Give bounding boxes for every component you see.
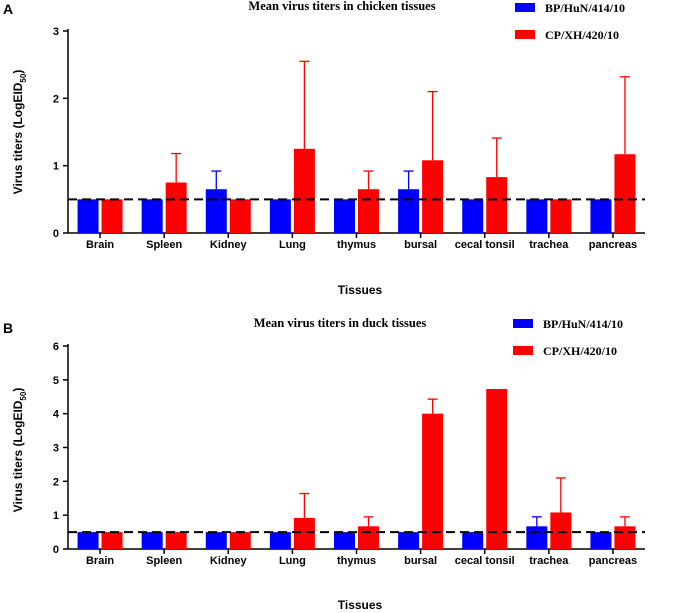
panel-a-x-tick-label: trachea xyxy=(529,239,569,251)
panel-a-bar-bp xyxy=(77,199,99,233)
panel-b-y-axis-title-main: Virus titers (LogEID xyxy=(11,400,25,512)
panel-a-y-tick-label: 2 xyxy=(53,93,59,105)
panel-a-y-axis-title-close: ) xyxy=(11,70,25,74)
panel-a-x-tick-label: Spleen xyxy=(146,239,182,251)
panel-b-y-axis-title: Virus titers (LogEID50) xyxy=(11,388,28,513)
panel-b-x-tick-label: Lung xyxy=(279,555,306,567)
panel-a-legend-swatch-cp xyxy=(515,30,535,39)
panel-b-x-tick-label: Spleen xyxy=(146,555,182,567)
panel-b-bar-cp xyxy=(229,532,251,549)
panel-a-legend: BP/HuN/414/10 CP/XH/420/10 xyxy=(515,1,625,42)
panel-b-x-tick-label: bursal xyxy=(404,555,437,567)
panel-b-bar-bp xyxy=(334,532,355,549)
panel-b-legend-label-bp: BP/HuN/414/10 xyxy=(543,317,623,331)
panel-b-y-axis-title-close: ) xyxy=(11,388,25,392)
panel-a-bar-cp xyxy=(165,182,187,233)
panel-a-bar-bp xyxy=(141,199,163,233)
panel-b-y-axis-title-sub: 50 xyxy=(19,391,28,400)
panel-a-bar-cp xyxy=(358,189,379,233)
panel-a-legend-swatch-bp xyxy=(515,3,535,12)
panel-a-legend-label-bp: BP/HuN/414/10 xyxy=(545,1,625,15)
panel-b-bar-bp xyxy=(462,532,484,549)
panel-b-y-tick-label: 6 xyxy=(53,341,59,353)
panel-b-y-tick-label: 5 xyxy=(53,375,59,387)
panel-b-bar-bp xyxy=(141,532,163,549)
panel-b-y-tick-label: 4 xyxy=(53,409,60,421)
panel-a-bar-bp xyxy=(526,199,548,233)
panel-b-legend-swatch-bp xyxy=(513,319,533,328)
panel-a-x-tick-label: Brain xyxy=(86,239,114,251)
panel-a-y-tick-label: 0 xyxy=(53,228,59,240)
panel-a-x-axis-title: Tissues xyxy=(338,283,383,297)
panel-b-x-tick-label: Brain xyxy=(86,555,114,567)
panel-a-letter: A xyxy=(3,1,13,17)
panel-b-bar-cp xyxy=(165,532,187,549)
panel-a-y-axis-title-main: Virus titers (LogEID xyxy=(11,82,25,194)
panel-b-bar-bp xyxy=(77,532,99,549)
panel-a-x-tick-label: pancreas xyxy=(589,239,637,251)
panel-a-x-tick-label: cecal tonsil xyxy=(455,239,515,251)
panel-b-title: Mean virus titers in duck tissues xyxy=(254,316,427,330)
panel-a-x-tick-label: thymus xyxy=(337,239,376,251)
panel-b-bar-bp xyxy=(526,526,548,549)
panel-b-x-axis-title: Tissues xyxy=(338,598,383,612)
panel-a-bar-cp xyxy=(101,199,123,233)
panel-b-legend-label-cp: CP/XH/420/10 xyxy=(543,344,617,358)
panel-a-bar-bp xyxy=(334,199,355,233)
panel-a-y-axis-title-sub: 50 xyxy=(19,73,28,82)
panel-b-bar-cp xyxy=(101,532,123,549)
panel-b-y-tick-label: 3 xyxy=(53,443,59,455)
panel-a-legend-label-cp: CP/XH/420/10 xyxy=(545,28,619,42)
panel-a-bar-cp xyxy=(293,148,315,233)
panel-a-bar-bp xyxy=(398,189,420,233)
panel-b-bar-cp xyxy=(358,526,379,549)
panel-b-x-tick-label: Kidney xyxy=(210,555,248,567)
panel-a-bar-bp xyxy=(590,199,612,233)
panel-a: A Mean virus titers in chicken tissues T… xyxy=(3,0,645,297)
panel-b-x-tick-label: cecal tonsil xyxy=(455,555,515,567)
panel-a-bar-cp xyxy=(422,160,444,233)
panel-b: B Mean virus titers in duck tissues Tiss… xyxy=(3,316,645,612)
panel-b-legend: BP/HuN/414/10 CP/XH/420/10 xyxy=(513,317,623,358)
panel-b-x-tick-label: trachea xyxy=(529,555,569,567)
panel-b-bar-cp xyxy=(486,388,508,549)
panel-b-y-tick-label: 2 xyxy=(53,476,59,488)
panel-a-y-tick-label: 3 xyxy=(53,26,59,38)
panel-b-x-tick-label: pancreas xyxy=(589,555,637,567)
panel-a-bar-cp xyxy=(486,177,508,233)
panel-b-bar-bp xyxy=(269,532,291,549)
panel-b-bar-bp xyxy=(590,532,612,549)
panel-b-bar-bp xyxy=(205,532,227,549)
panel-b-letter: B xyxy=(3,320,13,336)
panel-b-x-tick-label: thymus xyxy=(337,555,376,567)
panel-a-y-axis-title: Virus titers (LogEID50) xyxy=(11,70,28,195)
panel-b-y-tick-label: 0 xyxy=(53,544,59,556)
panel-a-x-tick-label: Lung xyxy=(279,239,306,251)
panel-a-bar-bp xyxy=(205,189,227,233)
panel-a-bar-cp xyxy=(614,154,636,233)
panel-a-bar-cp xyxy=(229,199,251,233)
panel-a-x-tick-label: bursal xyxy=(404,239,437,251)
panel-a-y-tick-label: 1 xyxy=(53,161,59,173)
panel-b-bar-cp xyxy=(293,517,315,549)
panel-b-bar-bp xyxy=(398,532,420,549)
panel-a-bar-cp xyxy=(550,199,572,233)
panel-a-bar-bp xyxy=(269,199,291,233)
panel-b-bar-cp xyxy=(550,512,572,549)
panel-a-bar-bp xyxy=(462,199,484,233)
panel-b-bar-cp xyxy=(422,413,444,549)
panel-b-y-tick-label: 1 xyxy=(53,510,59,522)
panel-a-title: Mean virus titers in chicken tissues xyxy=(248,0,435,13)
panel-a-x-tick-label: Kidney xyxy=(210,239,248,251)
panel-b-bar-cp xyxy=(614,526,636,549)
panel-b-legend-swatch-cp xyxy=(513,346,533,355)
